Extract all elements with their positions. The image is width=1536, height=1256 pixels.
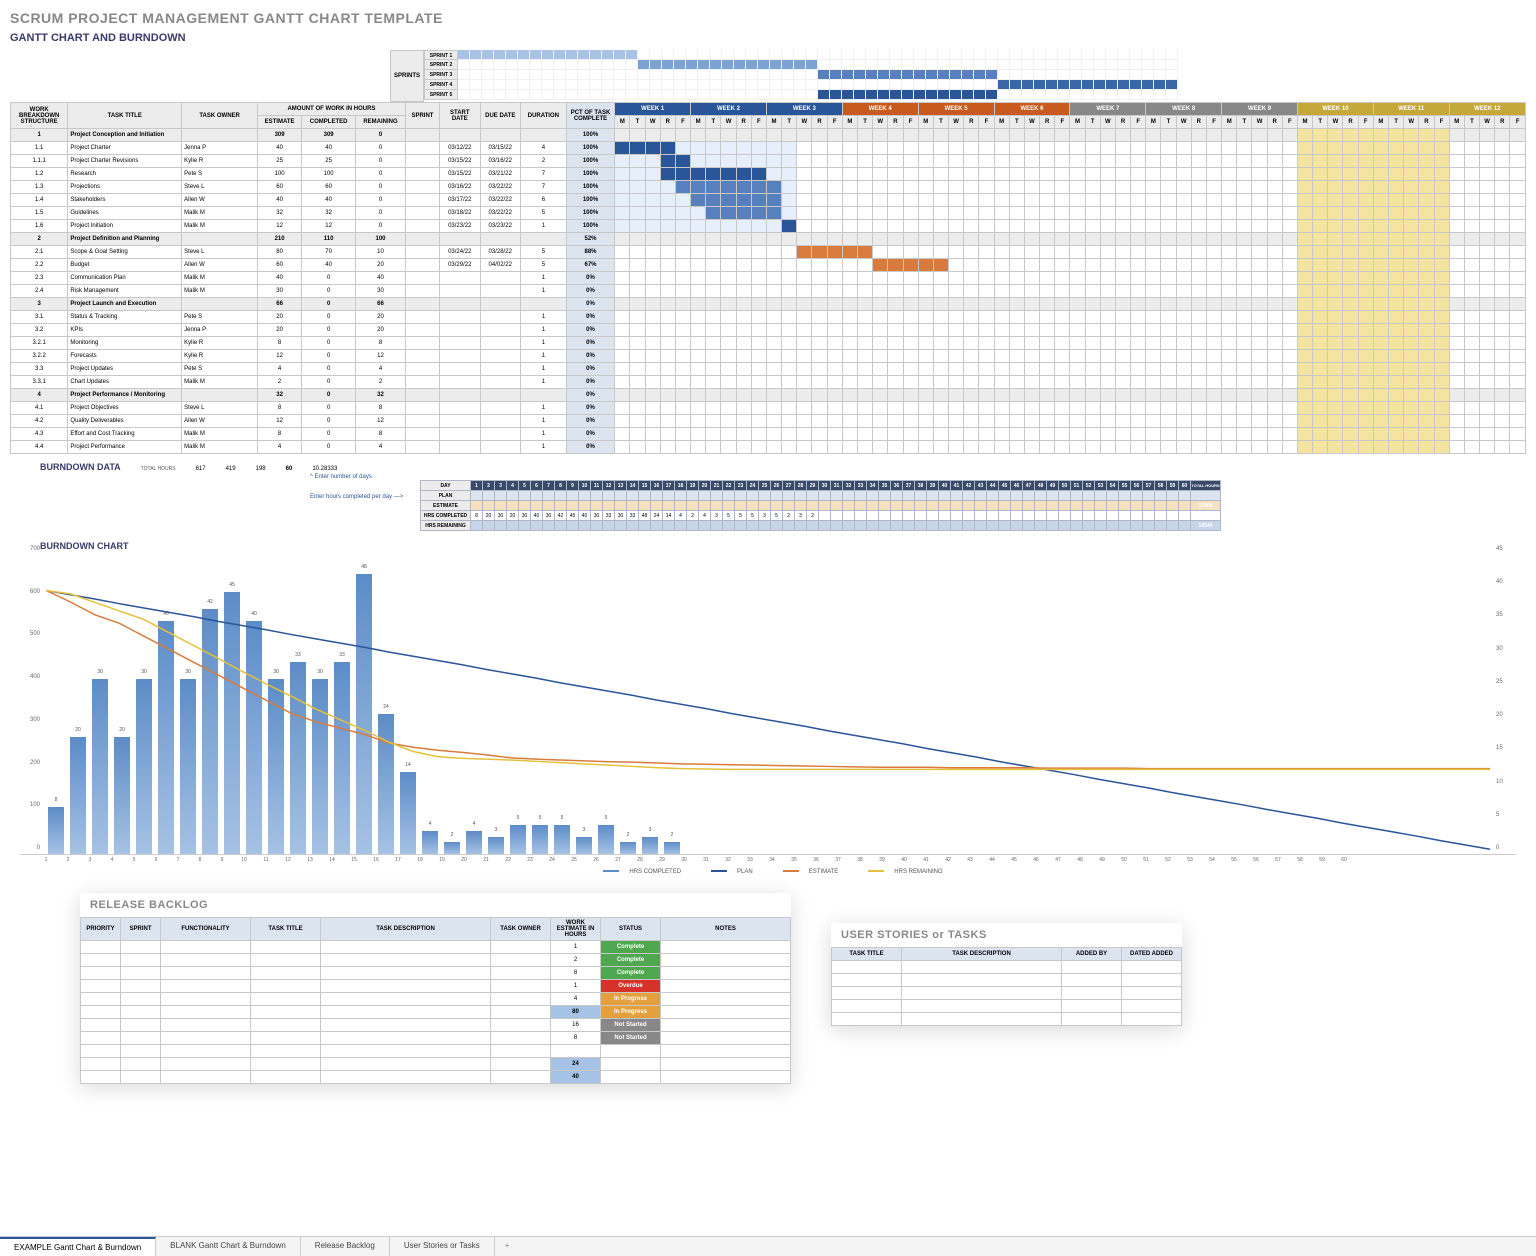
sprints-label: SPRINTS [390,50,424,102]
sheet-tab[interactable]: BLANK Gantt Chart & Burndown [156,1237,301,1256]
est-days-val: 10.28333 [312,466,337,472]
add-sheet-button[interactable]: + [495,1237,520,1256]
sprint-header: SPRINTS SPRINT 1SPRINT 2SPRINT 3SPRINT 4… [390,50,1526,102]
sprint-name: SPRINT 2 [424,60,458,70]
gantt-row: 1.3ProjectionsSteve L6060003/16/2203/22/… [11,181,1526,194]
gantt-row: 3Project Launch and Execution660660% [11,298,1526,311]
sheet-tab[interactable]: Release Backlog [301,1237,390,1256]
sprint-name: SPRINT 3 [424,70,458,80]
gantt-row: 2.2BudgetAllen W60402003/29/2204/02/2256… [11,259,1526,272]
burndown-chart: 0100200300400500600700 05101520253035404… [20,555,1516,855]
gantt-row: 2.1Scope & Goal SettingSteve L80701003/2… [11,246,1526,259]
user-stories-table: TASK TITLETASK DESCRIPTIONADDED BYDATED … [831,947,1182,1026]
sheet-tabs: EXAMPLE Gantt Chart & BurndownBLANK Gant… [0,1236,1536,1256]
gantt-row: 1.1.1Project Charter RevisionsKylie R252… [11,155,1526,168]
gantt-row: 1.6Project InitiationMalik M1212003/23/2… [11,220,1526,233]
gantt-row: 4.1Project ObjectivesSteve L80810% [11,402,1526,415]
gantt-row: 3.3.1Chart UpdatesMalik M20210% [11,376,1526,389]
release-backlog-card: RELEASE BACKLOG PRIORITYSPRINTFUNCTIONAL… [80,893,791,1084]
gantt-row: 4.2Quality DeliverablesAllen W1201210% [11,415,1526,428]
note-completed: Enter hours completed per day —> [310,494,403,500]
total-hours-label: TOTAL HOURS [141,466,176,472]
total-est: 617 [196,466,206,472]
sprint-name: SPRINT 5 [424,90,458,100]
gantt-row: 4.4Project PerformanceMalik M40410% [11,441,1526,454]
sprint-name: SPRINT 4 [424,80,458,90]
gantt-row: 1.4StakeholdersAllen W4040003/17/2203/22… [11,194,1526,207]
user-stories-card: USER STORIES or TASKS TASK TITLETASK DES… [831,923,1182,1026]
gantt-row: 2.4Risk ManagementMalik M3003010% [11,285,1526,298]
total-comp: 419 [226,466,236,472]
gantt-row: 3.1Status & TrackingPete S2002010% [11,311,1526,324]
sprint-name: SPRINT 1 [424,50,458,60]
sheet-tab[interactable]: User Stories or Tasks [390,1237,495,1256]
gantt-row: 1.1Project CharterJenna P4040003/12/2203… [11,142,1526,155]
release-backlog-title: RELEASE BACKLOG [80,893,791,917]
page-title: SCRUM PROJECT MANAGEMENT GANTT CHART TEM… [10,10,1526,26]
gantt-row: 3.2.2ForecastsKylie R1201210% [11,350,1526,363]
gantt-row: 3.2KPIsJenna P2002010% [11,324,1526,337]
gantt-row: 1.5GuidelinesMalik M3232003/18/2203/22/2… [11,207,1526,220]
gantt-row: 4Project Performance / Monitoring320320% [11,389,1526,402]
burndown-data-title: BURNDOWN DATA [40,462,121,472]
gantt-row: 4.3Effort and Cost TrackingMalik M80810% [11,428,1526,441]
days-val: 60 [286,466,293,472]
burndown-chart-title: BURNDOWN CHART [40,541,1526,551]
gantt-table: WORK BREAKDOWN STRUCTURETASK TITLETASK O… [10,102,1526,454]
section-title-gantt: GANTT CHART AND BURNDOWN [10,32,1526,44]
gantt-row: 3.2.1MonitoringKylie R80810% [11,337,1526,350]
burndown-data-table: DAY1234567891011121314151617181920212223… [420,480,1221,531]
total-rem: 198 [256,466,266,472]
sheet-tab[interactable]: EXAMPLE Gantt Chart & Burndown [0,1237,156,1256]
gantt-row: 3.3Project UpdatesPete S40410% [11,363,1526,376]
gantt-row: 1Project Conception and Initiation309309… [11,129,1526,142]
gantt-row: 2Project Definition and Planning21011010… [11,233,1526,246]
gantt-row: 1.2ResearchPete S100100003/15/2203/21/22… [11,168,1526,181]
gantt-row: 2.3Communication PlanMalik M4004010% [11,272,1526,285]
release-backlog-table: PRIORITYSPRINTFUNCTIONALITYTASK TITLETAS… [80,917,791,1084]
chart-legend: HRS COMPLETEDPLANESTIMATEHRS REMAINING [10,869,1526,875]
user-stories-title: USER STORIES or TASKS [831,923,1182,947]
